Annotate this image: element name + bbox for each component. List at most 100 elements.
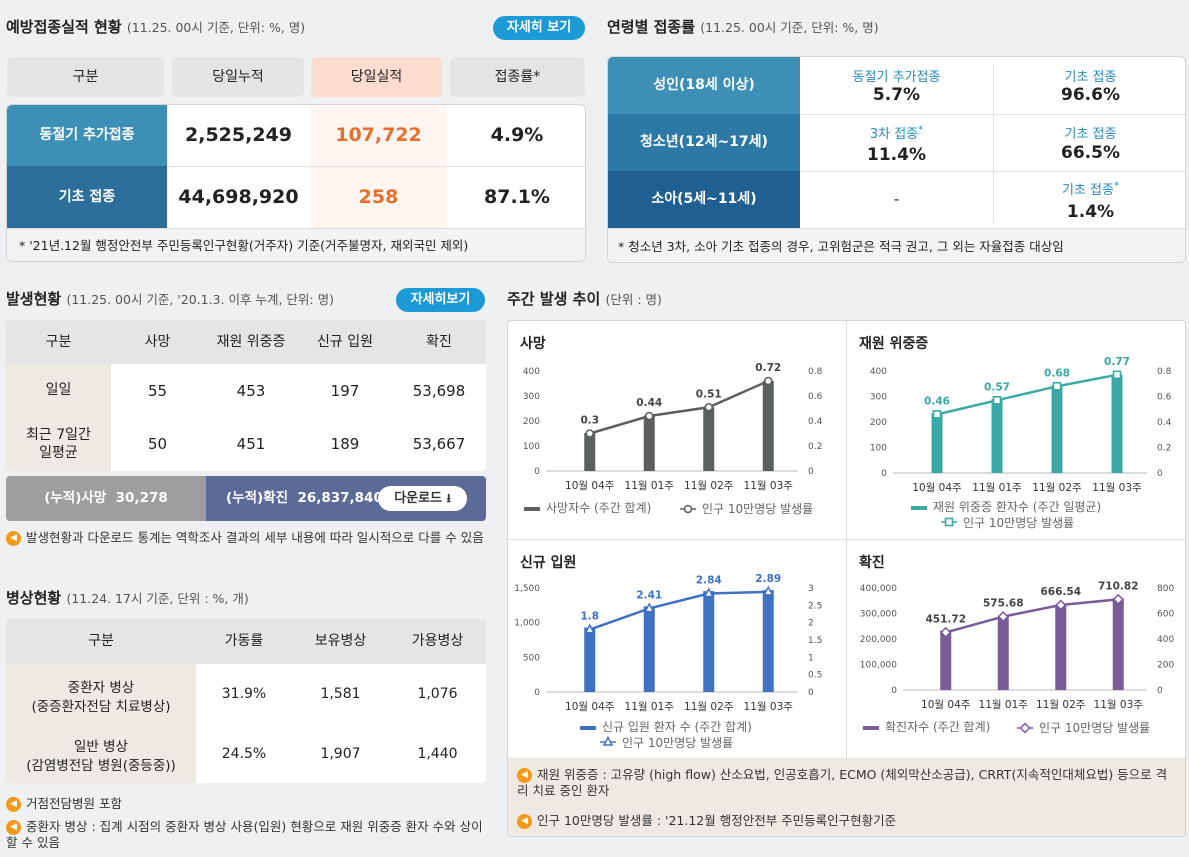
x-tick-label: 10월 04주 xyxy=(921,699,971,711)
age-row-teen-label: 청소년(12세~17세) xyxy=(608,114,800,171)
speaker-icon: ◀ xyxy=(6,797,21,812)
occ-row-daily-label: 일일 xyxy=(45,382,72,398)
rate-data-label: 575.68 xyxy=(983,598,1024,610)
vacc-booster-rate: 4.9% xyxy=(490,124,544,146)
legend-bar-label: 재원 위중증 환자수 (주간 일평균) xyxy=(933,500,1101,514)
rate-data-label: 710.82 xyxy=(1098,580,1139,592)
y2-tick-label: 0.2 xyxy=(808,442,822,452)
age-child-c1-value: - xyxy=(893,190,900,208)
y-tick-label: 200 xyxy=(870,418,887,428)
weekly-charts-panel: 사망 0 100 200 300 400 0 0.2 0.4 0.6 0.8 10월 04주 11월 0… xyxy=(507,320,1186,837)
occurrence-note: ◀ 발생현황과 다운로드 통계는 역학조사 결과의 세부 내용에 따라 일시적으로… xyxy=(6,530,486,546)
speaker-icon: ◀ xyxy=(517,814,532,829)
cumulative-death: (누적)사망 30,278 xyxy=(6,476,206,521)
vaccination-subtitle: (11.25. 00시 기준, 단위: %, 명) xyxy=(126,20,306,35)
x-tick-label: 11월 03주 xyxy=(1092,482,1142,494)
y2-tick-label: 400 xyxy=(1157,635,1174,645)
vacc-booster-cumulative: 2,525,249 xyxy=(185,124,292,146)
legend-line-label: 인구 10만명당 발생률 xyxy=(963,516,1074,530)
y-tick-label: 100 xyxy=(523,442,540,452)
chart-confirmed: 확진 0 100,000 200,000 300,000 400,000 0 200 400 60… xyxy=(859,554,1174,735)
chart-title: 확진 xyxy=(859,554,885,571)
occurrence-subtitle: (11.25. 00시 기준, '20.1.3. 이후 누계, 단위: 명) xyxy=(66,292,334,307)
rate-marker xyxy=(584,623,595,634)
rate-data-label: 0.3 xyxy=(580,415,599,427)
legend-bar-swatch xyxy=(911,506,927,510)
bar xyxy=(940,630,952,690)
rate-line xyxy=(945,598,1119,634)
x-tick-label: 11월 03주 xyxy=(744,480,794,492)
beds-general-label: 일반 병상 xyxy=(74,739,128,755)
y-tick-label: 300 xyxy=(870,393,887,403)
age-teen-c2-value: 66.5% xyxy=(1061,143,1120,163)
age-row-adult-label: 성인(18세 이상) xyxy=(608,57,800,114)
x-tick-label: 10월 04주 xyxy=(912,482,962,494)
occurrence-title: 발생현황 (11.25. 00시 기준, '20.1.3. 이후 누계, 단위:… xyxy=(6,288,334,309)
legend-bar-swatch xyxy=(580,726,596,730)
y2-tick-label: 0.8 xyxy=(1157,367,1172,377)
y2-tick-label: 0.6 xyxy=(1157,393,1172,403)
age-child-c2-value: 1.4% xyxy=(1066,202,1115,222)
x-tick-label: 11월 03주 xyxy=(1094,699,1144,711)
vacc-row-basic-label: 기초 접종 xyxy=(7,166,167,228)
download-button[interactable]: 다운로드 ⭳ xyxy=(378,486,467,511)
beds-label-column-bg xyxy=(6,664,196,783)
rate-marker xyxy=(644,411,654,421)
rate-data-label: 0.57 xyxy=(984,381,1010,393)
legend-bar-swatch xyxy=(524,507,540,511)
beds-note-2-text: 중환자 병상 : 집계 시점의 중환자 병상 사용(입원) 현황으로 재원 위중… xyxy=(6,819,483,850)
weekly-note-2: ◀ 인구 10만명당 발생률 : '21.12월 행정안전부 주민등록인구현황기준 xyxy=(517,810,896,829)
chart-severe: 재원 위중증 0 100 200 300 400 0 0.2 0.4 0.6 0.8 10월 04주 1… xyxy=(859,336,1172,530)
rate-data-label: 0.72 xyxy=(755,362,781,374)
occ-row-avg-label: 최근 7일간 일평균 xyxy=(26,427,91,461)
rate-marker xyxy=(763,585,774,596)
vaccination-detail-button[interactable]: 자세히 보기 xyxy=(493,16,585,40)
occ-header-admission: 신규 입원 xyxy=(317,334,373,350)
beds-header-category: 구분 xyxy=(88,633,114,649)
bar xyxy=(1051,385,1063,473)
y-tick-label: 300 xyxy=(523,392,540,402)
rate-line xyxy=(589,590,769,631)
speaker-icon: ◀ xyxy=(517,768,532,783)
beds-table: 구분 가동률 보유병상 가용병상 중환자 병상 (중증환자전담 치료병상) 31… xyxy=(6,619,486,783)
x-tick-label: 11월 02주 xyxy=(684,480,734,492)
beds-note-1-text: 거점전담병원 포함 xyxy=(26,796,122,811)
speaker-icon: ◀ xyxy=(6,820,21,835)
age-teen-c1-star: * xyxy=(918,124,924,136)
weekly-title: 주간 발생 추이 (단위 : 명) xyxy=(507,288,662,309)
occurrence-detail-button[interactable]: 자세히보기 xyxy=(396,288,485,312)
beds-icu-owned: 1,581 xyxy=(320,686,361,702)
age-adult-c1-label-text: 동절기 추가접종 xyxy=(852,70,941,85)
y2-tick-label: 600 xyxy=(1157,610,1174,620)
beds-header-rate: 가동률 xyxy=(224,633,264,649)
weekly-note-1-text: 재원 위중증 : 고유량 (high flow) 산소요법, 인공호흡기, EC… xyxy=(517,767,1168,798)
x-tick-label: 10월 04주 xyxy=(565,701,615,713)
y2-tick-label: 200 xyxy=(1157,661,1174,671)
bar xyxy=(643,606,655,692)
y-tick-label: 400 xyxy=(523,367,540,377)
chart-admission: 신규 입원 0 500 1,000 1,500 0 0.5 1 1.5 2 2.5 3 10월 04주 1… xyxy=(514,555,822,750)
vaccination-title: 예방접종실적 현황 (11.25. 00시 기준, 단위: %, 명) xyxy=(6,16,305,37)
beds-general-rate: 24.5% xyxy=(221,746,267,762)
age-teen-c2-label: 기초 접종 xyxy=(1064,127,1117,142)
x-tick-label: 11월 03주 xyxy=(744,701,794,713)
bar xyxy=(584,433,596,471)
vacc-row-divider xyxy=(167,166,585,167)
y2-tick-label: 0.4 xyxy=(1157,418,1172,428)
weekly-title-text: 주간 발생 추이 xyxy=(507,290,601,308)
legend-line-marker xyxy=(944,517,954,527)
rate-data-label: 0.68 xyxy=(1044,367,1070,379)
y2-tick-label: 0.5 xyxy=(808,671,822,681)
rate-marker xyxy=(932,410,942,419)
beds-general-available: 1,440 xyxy=(417,746,458,762)
y2-tick-label: 1 xyxy=(808,653,814,663)
vacc-booster-daily: 107,722 xyxy=(335,124,422,146)
beds-note-2: ◀ 중환자 병상 : 집계 시점의 중환자 병상 사용(입원) 현황으로 재원 위… xyxy=(6,819,486,851)
y-tick-label: 100 xyxy=(870,444,887,454)
occ-avg-severe: 451 xyxy=(236,435,266,453)
weekly-note-1: ◀ 재원 위중증 : 고유량 (high flow) 산소요법, 인공호흡기, E… xyxy=(517,767,1177,799)
age-col-divider xyxy=(993,63,994,223)
beds-icu-available: 1,076 xyxy=(417,686,458,702)
legend-line-marker xyxy=(602,735,614,746)
legend-line-label: 인구 10만명당 발생률 xyxy=(1039,721,1150,735)
